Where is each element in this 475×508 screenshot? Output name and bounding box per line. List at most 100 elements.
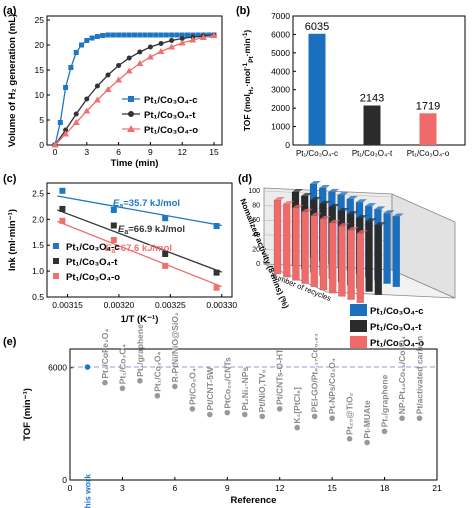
data-point — [364, 439, 370, 446]
legend-entry: Pt₁/Co₃O₄-o — [66, 272, 120, 283]
data-point — [105, 32, 111, 38]
bar-3d-top — [383, 210, 395, 214]
grid-line — [263, 190, 393, 198]
x-tick-label: 9 — [225, 483, 230, 493]
bar-3d-top — [337, 192, 349, 196]
bar-3d-top — [338, 207, 349, 211]
y-tick-label: 4000 — [271, 66, 290, 76]
data-point — [62, 130, 70, 137]
bar-3d-top — [347, 211, 359, 215]
data-point — [158, 41, 164, 46]
bar-3d — [282, 203, 291, 278]
activation-energy-label: Ea=66.9 kJ/mol — [118, 224, 185, 236]
bar-3d-top — [356, 230, 368, 234]
y-tick-label: 1.5 — [32, 240, 44, 250]
y-axis-label: TOF (min⁻¹) — [22, 388, 33, 441]
point-label: Pt-MUAte — [362, 400, 372, 439]
panel-label-a: (a) — [3, 5, 17, 17]
bar-3d-top — [346, 196, 358, 200]
data-point — [63, 127, 69, 133]
z-tick-label: 20 — [252, 246, 260, 253]
x-tick-label: 0 — [53, 147, 58, 157]
data-point — [329, 415, 335, 422]
data-point — [189, 36, 197, 43]
bar-3d-top — [292, 204, 304, 208]
legend-swatch — [350, 320, 367, 332]
data-point — [104, 86, 112, 92]
data-point — [162, 215, 169, 222]
bar-3d — [292, 207, 300, 281]
data-point — [89, 35, 95, 41]
data-point — [154, 392, 161, 399]
x-tick-label: 0.00320 — [104, 300, 135, 310]
data-point — [121, 32, 127, 38]
legend-entry: Pt₁/Co₃O₄-o — [370, 338, 424, 349]
data-point — [259, 413, 266, 420]
x-tick-label: 3 — [84, 147, 89, 157]
y-tick-label: 0 — [62, 475, 67, 485]
ea-value: =66.9 kJ/mol — [128, 224, 185, 235]
y-tick-label: 15 — [35, 65, 45, 75]
data-point — [158, 32, 164, 38]
bar-3d — [383, 213, 391, 284]
bar-3d-top — [338, 223, 350, 227]
x-tick-label: 12 — [177, 147, 187, 157]
data-point — [59, 217, 66, 224]
y-tick-label: 1.0 — [32, 266, 44, 276]
x-axis-label: 1/T (K⁻¹) — [121, 314, 159, 325]
data-point — [137, 378, 143, 384]
y-tick-label: 2.0 — [32, 214, 44, 224]
data-point — [84, 96, 90, 102]
z-tick-label: 40 — [252, 232, 260, 239]
y-tick-label: 3000 — [271, 85, 290, 95]
data-point — [163, 32, 169, 38]
y-axis-label: lnk (ml·min⁻¹) — [7, 209, 18, 271]
x-axis-label: Time (min) — [111, 158, 159, 169]
data-point — [416, 415, 423, 422]
point-label: Pt₂₅@TiO₂ — [345, 392, 355, 434]
bar-3d — [338, 225, 346, 297]
data-point — [146, 53, 154, 60]
data-point — [119, 385, 126, 392]
data-point — [102, 379, 108, 386]
data-point — [185, 32, 190, 38]
x-category-label: Pt₁/Co₃O₄-o — [407, 149, 450, 158]
data-point — [110, 32, 116, 38]
point-label: Pt₁/graphene — [380, 374, 390, 427]
axes-frame — [46, 182, 233, 298]
bar-3d — [347, 229, 355, 300]
legend-marker — [128, 96, 134, 102]
data-point — [178, 39, 186, 46]
data-point — [147, 32, 153, 38]
data-point — [210, 32, 218, 38]
data-point — [132, 32, 137, 38]
y-axis-label-part: TOF (mol — [242, 94, 252, 131]
point-label: PtCo₂₀/CNTs — [222, 357, 232, 409]
ea-value: =35.7 kJ/mol — [123, 198, 180, 209]
bar-3d-top — [356, 215, 368, 219]
data-point — [72, 119, 80, 125]
data-point — [179, 32, 185, 38]
data-point — [73, 111, 79, 117]
bar-3d-top — [392, 213, 404, 217]
data-point — [346, 436, 353, 442]
data-point — [110, 206, 117, 213]
point-label: This work — [82, 474, 92, 508]
x-tick-label: 12 — [275, 483, 285, 493]
z-tick-label: 100 — [248, 188, 260, 195]
panel-e: (e) 0 3 6 9 12 15 18 21 0 6000 Reference TOF (min⁻¹)… — [3, 312, 442, 508]
panel-a: (a) 0 3 6 9 12 15 0 5 10 15 20 25 Time (min) Volume of… — [3, 5, 223, 169]
data-point — [126, 32, 132, 38]
y-axis-label-part: H₂ — [248, 86, 255, 94]
z-tick-label: 0 — [256, 261, 260, 268]
bar-3d-top — [310, 196, 322, 200]
data-point — [199, 34, 207, 40]
x-tick-label: 3 — [120, 483, 125, 493]
bar-3d — [356, 232, 365, 304]
data-point — [59, 205, 66, 212]
point-label: Pt₁/Co₃O₄ — [117, 344, 127, 384]
legend-swatch — [350, 304, 367, 316]
point-label: Pt/CNT-5W — [205, 366, 215, 410]
